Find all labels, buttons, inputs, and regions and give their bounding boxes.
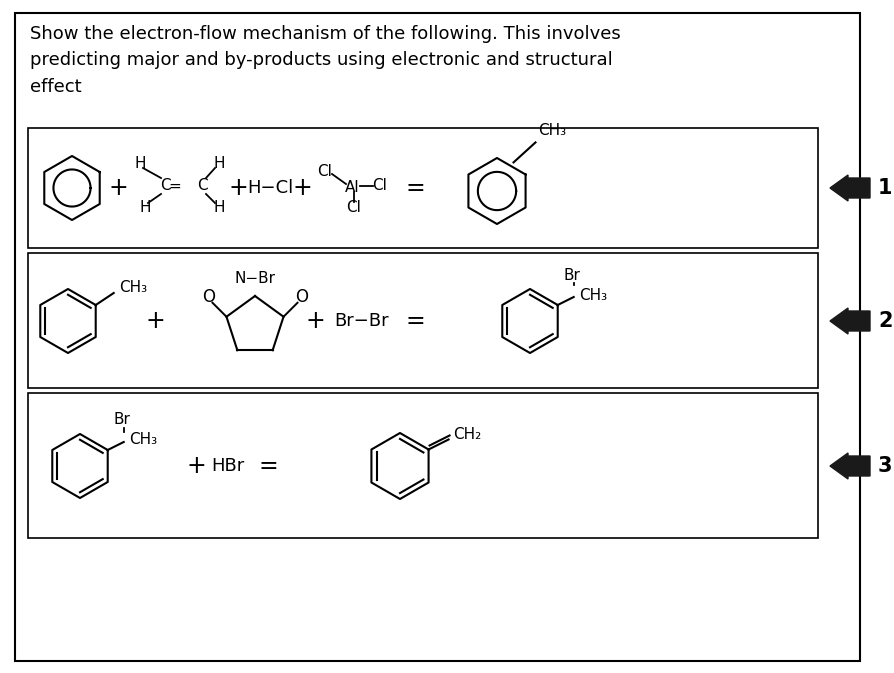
Text: =: = bbox=[258, 454, 278, 478]
Text: 3: 3 bbox=[878, 456, 892, 476]
Text: +: + bbox=[305, 309, 325, 333]
FancyArrow shape bbox=[830, 308, 870, 334]
Text: O: O bbox=[295, 288, 308, 306]
Text: Cl: Cl bbox=[347, 201, 361, 215]
Text: HBr: HBr bbox=[211, 457, 245, 475]
Text: CH₃: CH₃ bbox=[129, 433, 156, 448]
Text: +: + bbox=[108, 176, 128, 200]
Text: H: H bbox=[214, 199, 224, 215]
Text: N−Br: N−Br bbox=[234, 271, 275, 286]
Bar bbox=[28, 253, 818, 388]
Text: 1: 1 bbox=[878, 178, 892, 198]
Text: Al: Al bbox=[345, 180, 359, 195]
Text: CH₃: CH₃ bbox=[119, 279, 147, 295]
Text: Br−Br: Br−Br bbox=[334, 312, 389, 330]
Text: Show the electron-flow mechanism of the following. This involves
predicting majo: Show the electron-flow mechanism of the … bbox=[30, 25, 620, 96]
Text: +: + bbox=[292, 176, 312, 200]
Text: O: O bbox=[202, 288, 215, 306]
Text: Br: Br bbox=[563, 267, 580, 283]
Text: +: + bbox=[145, 309, 164, 333]
Text: Br: Br bbox=[114, 413, 131, 427]
Text: CH₂: CH₂ bbox=[453, 427, 482, 442]
Text: +: + bbox=[186, 454, 206, 478]
Text: Cl: Cl bbox=[373, 178, 387, 194]
Text: H: H bbox=[139, 199, 151, 215]
Text: CH₃: CH₃ bbox=[578, 287, 607, 302]
Text: =: = bbox=[405, 176, 425, 200]
Text: H: H bbox=[134, 157, 146, 172]
FancyArrow shape bbox=[830, 453, 870, 479]
Bar bbox=[28, 128, 818, 248]
Text: H: H bbox=[214, 157, 224, 172]
FancyArrow shape bbox=[830, 175, 870, 201]
Text: =: = bbox=[405, 309, 425, 333]
Text: Cl: Cl bbox=[317, 164, 333, 178]
Text: C: C bbox=[197, 178, 207, 194]
Bar bbox=[28, 393, 818, 538]
Text: +: + bbox=[228, 176, 248, 200]
Text: =: = bbox=[169, 178, 181, 194]
Text: C: C bbox=[160, 178, 171, 194]
Text: CH₃: CH₃ bbox=[538, 123, 567, 139]
Text: 2: 2 bbox=[878, 311, 892, 331]
Text: H−Cl: H−Cl bbox=[247, 179, 293, 197]
